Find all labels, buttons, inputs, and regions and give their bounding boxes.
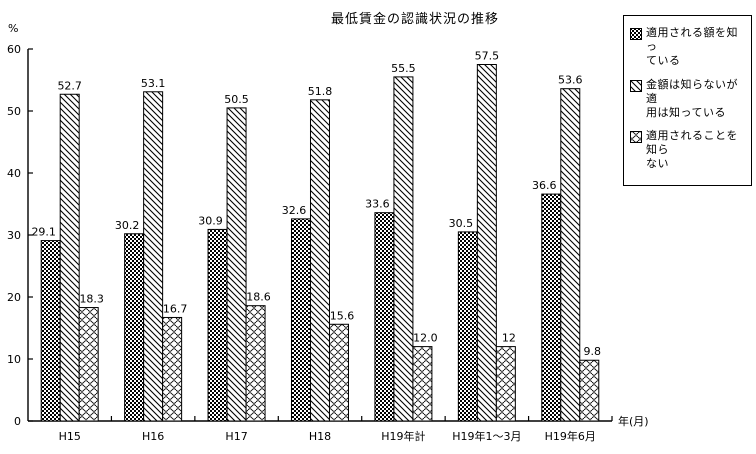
bar-value-label: 30.9 [198, 214, 223, 227]
bar-value-label: 16.7 [163, 302, 188, 315]
bar-value-label: 53.1 [141, 77, 166, 90]
wavy-swatch-icon [630, 131, 642, 143]
bar [541, 193, 562, 422]
swatch-rect [630, 79, 642, 92]
bar [78, 307, 99, 422]
swatch-rect [630, 131, 642, 143]
bar [143, 91, 164, 422]
bar [309, 99, 330, 422]
bar-value-label: 30.5 [449, 217, 474, 230]
bar [226, 107, 247, 422]
y-tick-label: 40 [7, 167, 21, 180]
x-category-label: H18 [309, 430, 331, 443]
bar [476, 64, 497, 422]
y-tick-label: 0 [14, 415, 21, 428]
bar-value-label: 15.6 [330, 309, 355, 322]
bar-value-label: 55.5 [391, 62, 416, 75]
bar-value-label: 33.6 [365, 198, 390, 211]
bar [412, 346, 433, 422]
bar [393, 76, 414, 422]
y-tick-label: 10 [7, 353, 21, 366]
bar [207, 228, 228, 422]
bar-value-label: 30.2 [115, 219, 140, 232]
y-tick-label: 30 [7, 229, 21, 242]
bar [560, 88, 581, 422]
checker-swatch-icon [630, 28, 642, 40]
x-category-label: H19年6月 [545, 429, 596, 443]
bar [245, 305, 266, 422]
legend-item: 適用される額を知っ ている [630, 26, 749, 68]
x-category-label: H15 [59, 430, 81, 443]
y-axis-unit-label: % [8, 22, 19, 35]
bar-value-label: 36.6 [532, 179, 557, 192]
x-category-label: H19年1～3月 [452, 429, 521, 443]
bar-value-label: 18.6 [246, 291, 271, 304]
bar-value-label: 12 [502, 332, 516, 345]
bar-value-label: 32.6 [282, 204, 307, 217]
bar [374, 212, 395, 422]
y-tick-label: 20 [7, 291, 21, 304]
bar [579, 359, 600, 422]
bar-value-label: 52.7 [57, 79, 82, 92]
bar-value-label: 29.1 [31, 226, 56, 239]
swatch-rect [630, 28, 642, 40]
bar-value-label: 18.3 [79, 293, 104, 306]
bar [124, 233, 145, 422]
legend-label: 適用される額を知っ ている [646, 26, 738, 67]
bar-value-label: 51.8 [308, 85, 333, 98]
x-category-label: H19年計 [381, 429, 425, 443]
diagonal-swatch-icon [630, 79, 642, 92]
y-tick-label: 50 [7, 105, 21, 118]
y-tick-label: 60 [7, 43, 21, 56]
bar [59, 93, 80, 422]
bar-value-label: 57.5 [475, 50, 500, 63]
bar-value-label: 12.0 [413, 332, 438, 345]
legend-label: 適用されることを知ら ない [646, 129, 738, 170]
x-axis-unit-label: 年(月) [618, 415, 649, 428]
legend: 適用される額を知っ ている 金額は知らないが適 用は知っている 適用されることを知ら… [623, 15, 752, 186]
bar-value-label: 53.6 [558, 74, 583, 87]
x-category-label: H17 [225, 430, 247, 443]
bar-value-label: 50.5 [224, 93, 249, 106]
bar [162, 316, 183, 422]
legend-item: 適用されることを知ら ない [630, 129, 749, 171]
x-category-label: H16 [142, 430, 164, 443]
bar [495, 346, 516, 422]
legend-label: 金額は知らないが適 用は知っている [646, 77, 738, 119]
legend-item: 金額は知らないが適 用は知っている [630, 78, 749, 120]
bar [457, 231, 478, 422]
bar [328, 323, 349, 422]
bar [40, 240, 61, 422]
bar [290, 218, 311, 422]
chart-title: 最低賃金の認識状況の推移 [330, 12, 499, 27]
bar-value-label: 9.8 [584, 345, 602, 358]
